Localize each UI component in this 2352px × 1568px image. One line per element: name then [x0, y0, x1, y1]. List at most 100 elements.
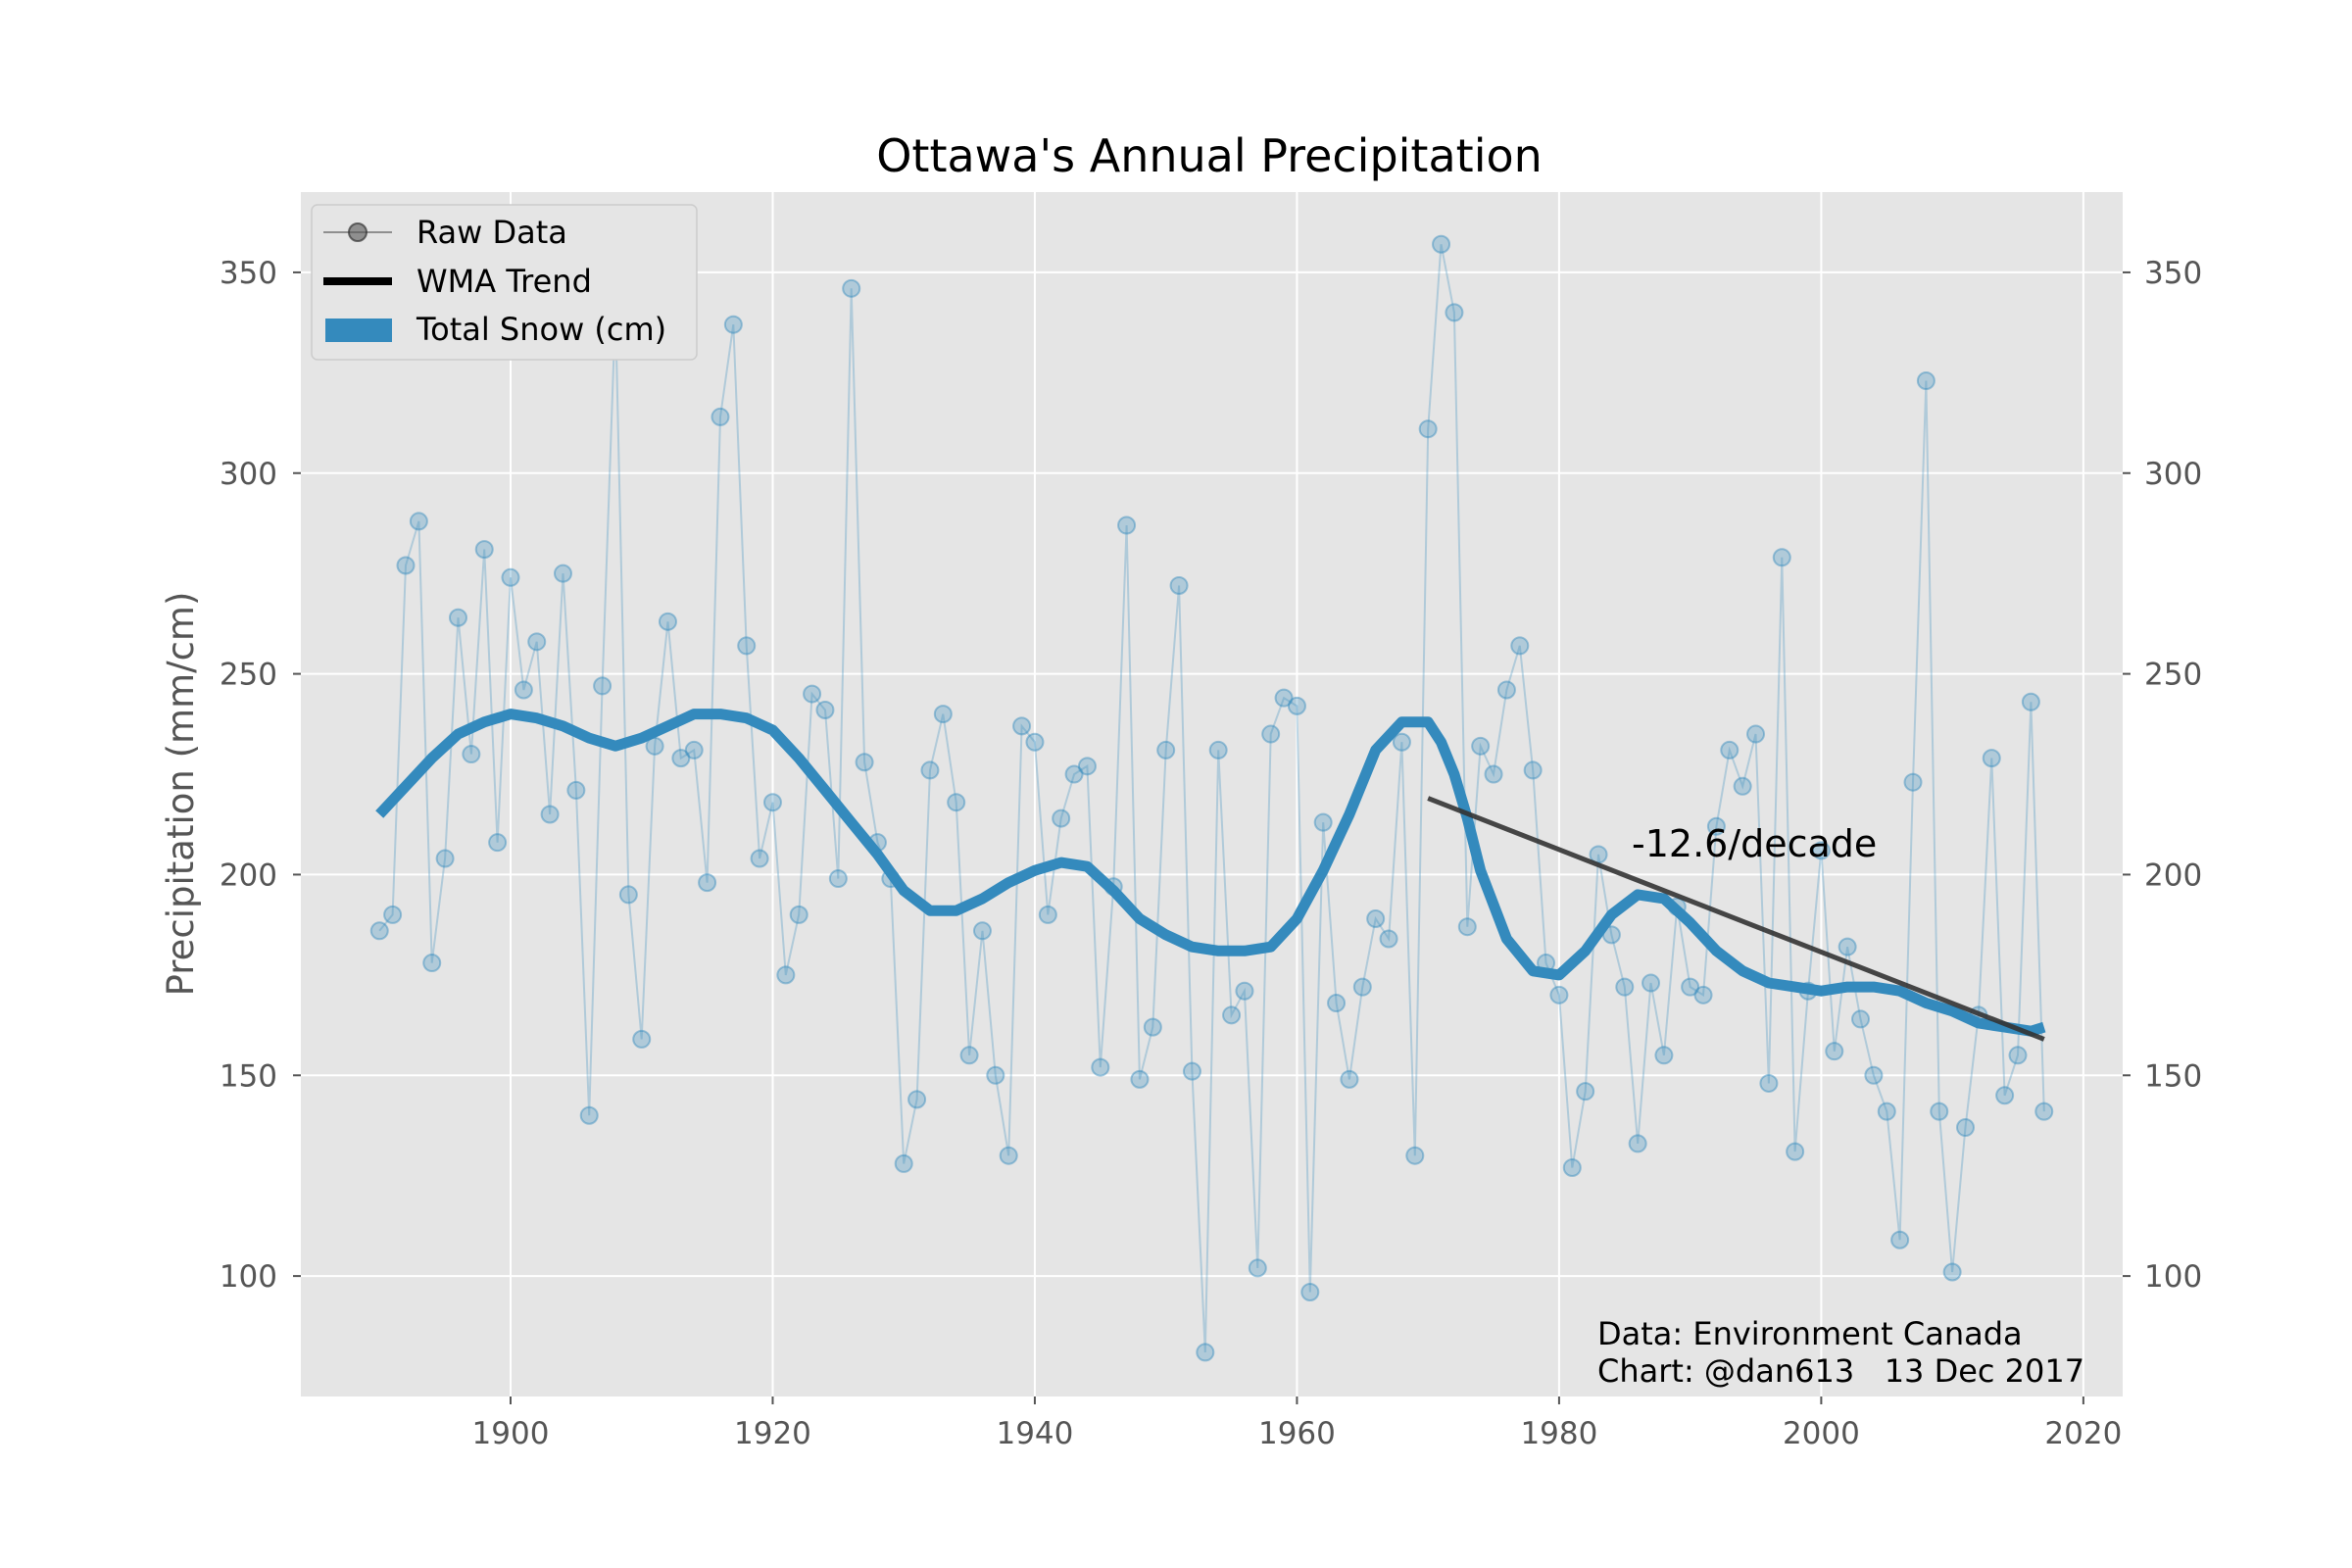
raw-data-point [737, 636, 757, 656]
legend-snow-patch-icon [325, 318, 392, 342]
raw-data-point [527, 632, 547, 652]
raw-data-point [1562, 1157, 1582, 1177]
plot-area [301, 192, 2123, 1396]
y-tick-label-left: 200 [220, 858, 277, 893]
raw-data-point [1457, 917, 1477, 937]
raw-data-point [1405, 1146, 1425, 1165]
raw-data-point [723, 315, 743, 334]
raw-data-point [828, 869, 848, 889]
raw-data-point [579, 1105, 599, 1125]
raw-data-point [1064, 764, 1084, 784]
raw-data-point [1706, 816, 1726, 836]
raw-data-point [1628, 1134, 1647, 1153]
raw-data-point [1956, 1118, 1976, 1138]
raw-data-point [803, 684, 822, 704]
x-axis: 1900 1920 1940 1960 1980 2000 2020 [472, 1396, 2122, 1451]
raw-data-point [1445, 303, 1464, 322]
raw-data-point [1248, 1258, 1267, 1278]
raw-data-point [1143, 1017, 1162, 1037]
raw-data-point [1130, 1069, 1150, 1089]
raw-data-point [1916, 371, 1936, 391]
y-tick-label-left: 300 [220, 457, 277, 492]
raw-data-point [684, 740, 704, 760]
trend-rate-annotation: -12.6/decade [1632, 822, 1877, 865]
raw-data-point [1222, 1005, 1242, 1025]
chart-title: Ottawa's Annual Precipitation [876, 129, 1543, 182]
x-tick-label: 1980 [1520, 1416, 1597, 1451]
raw-data-point [409, 512, 428, 531]
raw-data-point [1642, 973, 1661, 993]
raw-data-point [1549, 985, 1569, 1004]
raw-data-point [2008, 1046, 2028, 1065]
y-tick-label-right: 150 [2144, 1058, 2202, 1094]
raw-data-point [789, 905, 808, 924]
y-tick-label-right: 250 [2144, 658, 2202, 693]
raw-data-point [1274, 688, 1294, 708]
raw-data-point [1576, 1082, 1595, 1102]
raw-data-point [1366, 908, 1386, 928]
raw-data-point [1025, 732, 1045, 752]
raw-data-point [1208, 740, 1228, 760]
raw-data-point [618, 885, 638, 905]
raw-data-point [920, 760, 940, 780]
legend-item-total-snow: Total Snow (cm) [325, 311, 666, 348]
raw-data-point [1261, 724, 1281, 744]
raw-data-point [894, 1153, 913, 1173]
raw-data-point [1930, 1102, 1949, 1121]
raw-data-point [1654, 1046, 1674, 1065]
y-tick-label-left: 250 [220, 658, 277, 693]
raw-data-point [1746, 724, 1766, 744]
raw-data-point [1418, 419, 1438, 439]
raw-data-point [1496, 680, 1516, 700]
y-axis-left: 100 150 200 250 300 350 [220, 256, 301, 1295]
raw-data-point [1890, 1230, 1910, 1250]
y-tick-label-right: 300 [2144, 457, 2202, 492]
raw-data-point [1196, 1343, 1215, 1362]
x-tick-label: 1960 [1258, 1416, 1336, 1451]
raw-data-point [566, 780, 586, 800]
linear-trend-line [1427, 796, 2045, 1042]
raw-data-point [1117, 515, 1137, 535]
raw-data-point [999, 1146, 1018, 1165]
raw-data-point [396, 556, 416, 575]
raw-data-point [986, 1065, 1005, 1085]
raw-data-point [553, 564, 572, 583]
raw-data-point [1077, 757, 1097, 776]
raw-data-point [1615, 977, 1635, 997]
raw-data-point [514, 680, 533, 700]
raw-data-point [1851, 1009, 1871, 1029]
raw-data-point [1235, 981, 1254, 1001]
raw-data-point [1484, 764, 1503, 784]
raw-data-point [1392, 732, 1411, 752]
x-tick-label: 2000 [1783, 1416, 1860, 1451]
raw-data-point [1864, 1065, 1884, 1085]
raw-data-point [1681, 977, 1700, 997]
raw-data-point [776, 965, 796, 985]
raw-data-point [1012, 716, 1032, 736]
raw-data-point [1825, 1042, 1844, 1061]
y-axis-right: 100 150 200 250 300 350 [2123, 256, 2202, 1295]
y-tick-label-right: 100 [2144, 1259, 2202, 1295]
raw-data-series [369, 234, 2054, 1362]
raw-data-point [972, 921, 992, 941]
raw-data-point [1523, 760, 1543, 780]
x-tick-label: 1940 [996, 1416, 1073, 1451]
raw-data-point [658, 612, 677, 631]
raw-data-point [1038, 905, 1057, 924]
raw-data-point [1733, 776, 1752, 796]
raw-data-point [1786, 1142, 1805, 1161]
raw-data-point [1052, 808, 1071, 828]
raw-data-point [1300, 1282, 1320, 1301]
raw-data-point [1471, 736, 1491, 756]
raw-data-point [762, 793, 782, 812]
raw-data-point [1352, 977, 1372, 997]
raw-data-point [710, 407, 730, 426]
raw-data-point [1156, 740, 1176, 760]
legend-label-wma-trend: WMA Trend [416, 263, 592, 300]
raw-data-point [462, 745, 481, 764]
series-layer [369, 234, 2054, 1362]
y-tick-label-left: 350 [220, 256, 277, 291]
raw-data-point [671, 749, 691, 768]
raw-data-point [907, 1090, 927, 1109]
raw-data-point [698, 873, 717, 893]
